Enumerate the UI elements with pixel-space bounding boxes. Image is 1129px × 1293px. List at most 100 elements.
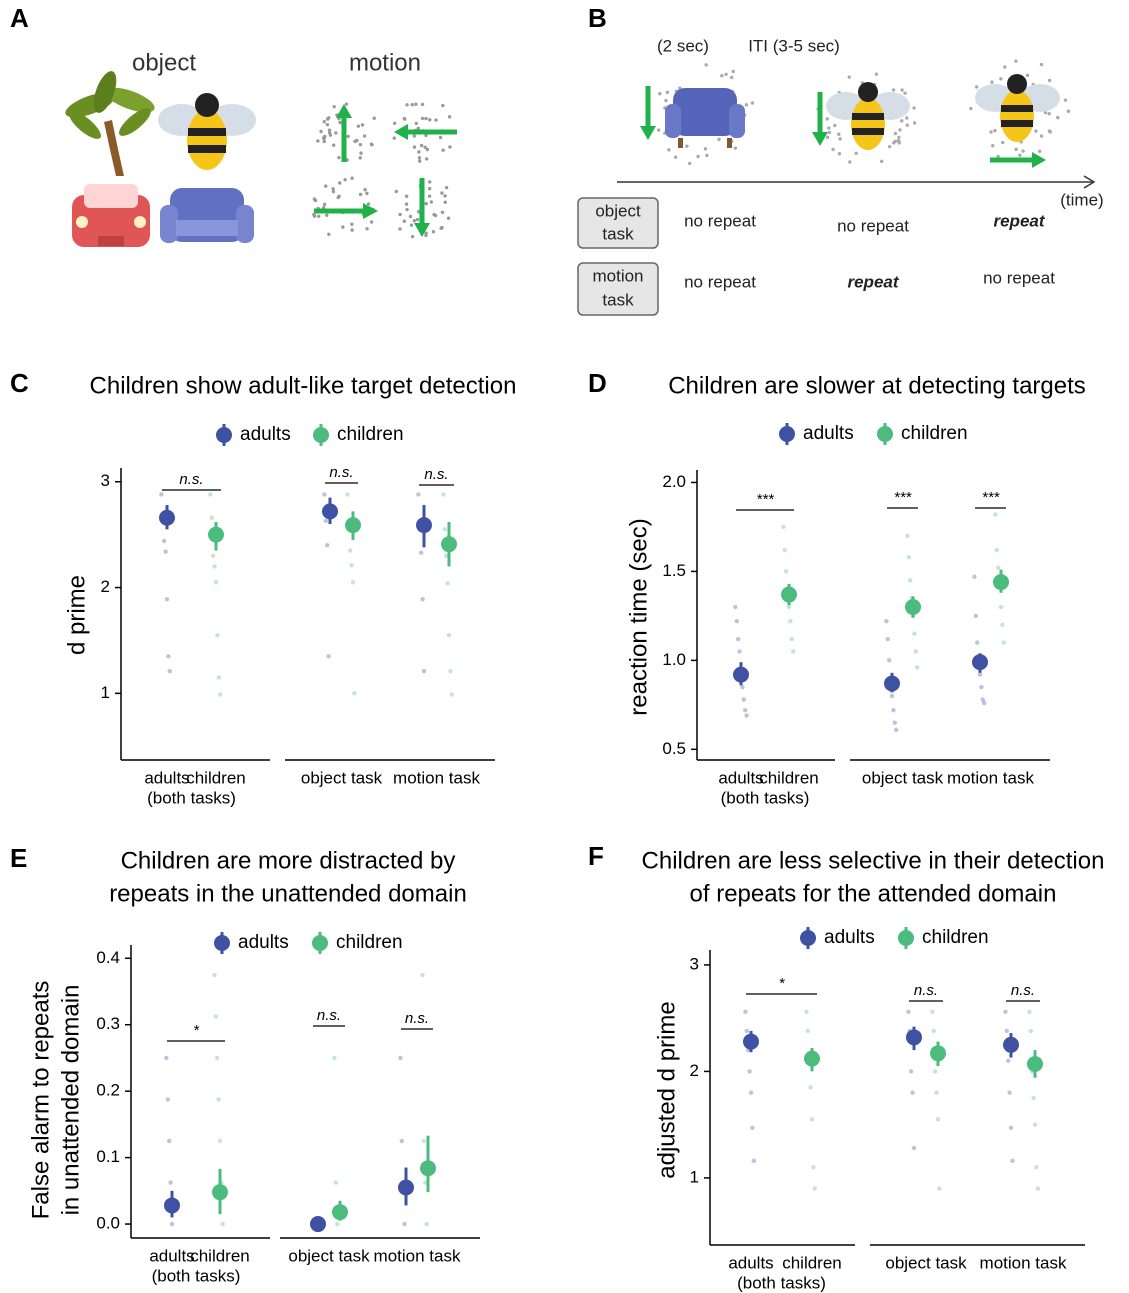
dot [989, 130, 992, 133]
dot [903, 91, 906, 94]
dot [894, 140, 897, 143]
individual-point [218, 692, 222, 696]
dot [359, 143, 362, 146]
legend-label: adults [824, 927, 875, 948]
dot [894, 132, 897, 135]
dot [705, 154, 708, 157]
dot [343, 178, 346, 181]
significance-label: n.s. [1011, 982, 1035, 999]
dot [734, 146, 737, 149]
legend-marker [800, 930, 816, 946]
dot [393, 136, 396, 139]
individual-point [791, 649, 795, 653]
mean-point [743, 1034, 759, 1050]
dot [888, 145, 891, 148]
y-tick-label: 1 [690, 1167, 699, 1186]
individual-point [212, 973, 216, 977]
x-tick-label: adults [718, 768, 763, 787]
individual-point [424, 1222, 428, 1226]
panel-label: C [10, 368, 29, 398]
individual-point [441, 492, 445, 496]
legend-label: children [337, 424, 404, 445]
chart-title: Children are slower at detecting targets [668, 372, 1086, 399]
individual-point [750, 1126, 754, 1130]
x-tick-label: motion task [947, 768, 1034, 787]
task-label: object [595, 201, 641, 220]
dot [324, 184, 327, 187]
dot [826, 136, 829, 139]
dot [720, 74, 723, 77]
individual-point [972, 575, 976, 579]
dot [359, 151, 362, 154]
legend-label: adults [238, 932, 289, 953]
dot [991, 144, 994, 147]
time-axis [617, 176, 1094, 188]
x-tick-note: (both tasks) [147, 788, 236, 807]
dot [745, 103, 748, 106]
task-label: motion [592, 266, 643, 285]
dot [370, 143, 373, 146]
dot [413, 145, 416, 148]
mean-point [972, 654, 988, 670]
individual-point [747, 1069, 751, 1073]
dot [411, 103, 414, 106]
x-tick-label: adults [728, 1253, 773, 1272]
individual-point [163, 549, 167, 553]
individual-point [915, 665, 919, 669]
dot-fields [312, 102, 452, 238]
dot [439, 136, 442, 139]
dot [999, 77, 1002, 80]
dot [398, 213, 401, 216]
dot [1064, 98, 1067, 101]
mean-point [164, 1197, 180, 1213]
individual-point [908, 578, 912, 582]
individual-point [398, 1056, 402, 1060]
individual-point [906, 1010, 910, 1014]
individual-point [743, 708, 747, 712]
mean-point [930, 1045, 946, 1061]
individual-point [159, 492, 163, 496]
dot [906, 124, 909, 127]
dot [327, 116, 330, 119]
dot [658, 92, 661, 95]
repeat-cell: no repeat [684, 211, 756, 230]
dot [334, 131, 337, 134]
armchair [160, 188, 254, 243]
individual-point [1000, 623, 1004, 627]
y-tick-label: 0.2 [96, 1081, 120, 1100]
individual-point [936, 1117, 940, 1121]
dot [428, 118, 431, 121]
mean-point [208, 527, 224, 543]
individual-point [733, 605, 737, 609]
x-tick-label: adults [144, 768, 189, 787]
dot [1056, 116, 1059, 119]
individual-point [1003, 1010, 1007, 1014]
dot [425, 202, 428, 205]
mean-point [781, 587, 797, 603]
motion-label: motion [349, 49, 421, 76]
y-axis-label: False alarm to repeats [27, 981, 54, 1220]
mean-point [1027, 1056, 1043, 1072]
individual-point [420, 597, 424, 601]
individual-point [422, 669, 426, 673]
individual-point [806, 1029, 810, 1033]
x-tick-label: object task [885, 1253, 967, 1272]
individual-point [218, 1139, 222, 1143]
dot [405, 208, 408, 211]
individual-point [914, 649, 918, 653]
y-axis-label: reaction time (sec) [625, 518, 652, 715]
individual-point [1027, 1010, 1031, 1014]
dot [975, 85, 978, 88]
dot [664, 99, 667, 102]
figure: A B C D E F object motion [0, 0, 1129, 1293]
individual-point [884, 619, 888, 623]
individual-point [420, 973, 424, 977]
dot [854, 152, 857, 155]
individual-point [345, 492, 349, 496]
y-tick-label: 0.0 [96, 1214, 120, 1233]
individual-point [450, 692, 454, 696]
dot [913, 121, 916, 124]
x-tick-label: motion task [393, 768, 480, 787]
individual-point [214, 580, 218, 584]
individual-point [909, 1069, 913, 1073]
